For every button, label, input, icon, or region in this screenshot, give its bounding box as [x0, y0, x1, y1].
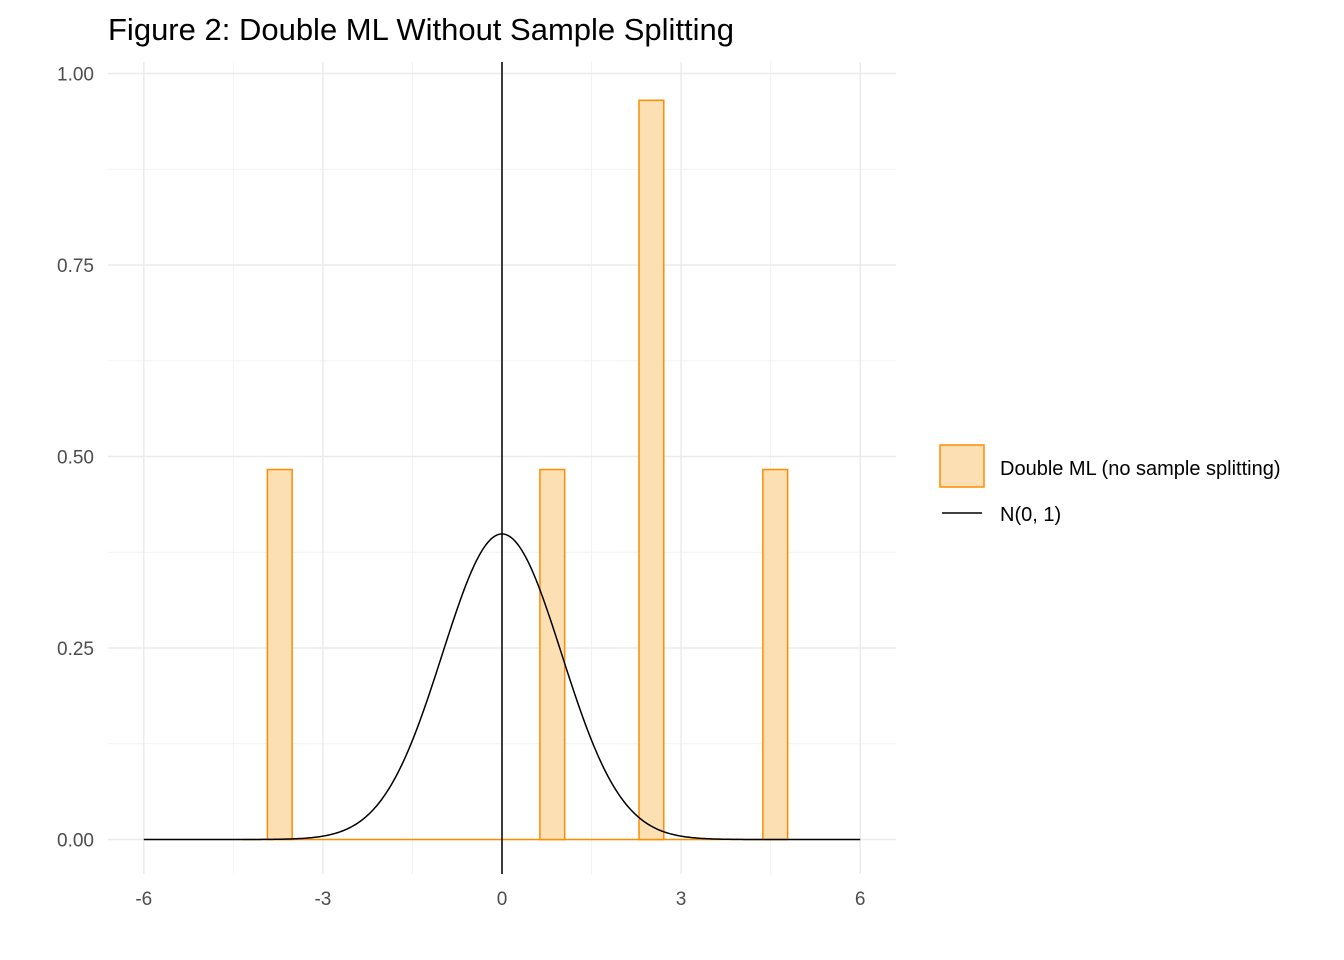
x-tick-label: 6	[855, 889, 866, 910]
x-axis-ticks: -6 -3 0 3 6	[135, 889, 865, 910]
histogram-bar	[762, 468, 789, 841]
y-tick-label: 0.50	[57, 448, 94, 469]
y-axis-ticks: 0.00 0.25 0.50 0.75 1.00	[57, 64, 94, 851]
legend-curve-label: N(0, 1)	[1000, 504, 1061, 526]
y-tick-label: 0.00	[57, 831, 94, 852]
x-tick-label: 3	[676, 889, 687, 910]
legend-histogram-key	[939, 444, 985, 488]
y-tick-label: 0.25	[57, 639, 94, 660]
y-tick-label: 1.00	[57, 64, 94, 85]
chart-title: Figure 2: Double ML Without Sample Split…	[108, 12, 734, 47]
x-tick-label: -6	[135, 889, 152, 910]
histogram-bar	[638, 99, 665, 841]
x-tick-label: -3	[314, 889, 331, 910]
histogram-bar	[266, 468, 293, 841]
histogram-bar	[539, 468, 566, 841]
legend: Double ML (no sample splitting) N(0, 1)	[939, 444, 1281, 526]
legend-histogram-label: Double ML (no sample splitting)	[1000, 458, 1281, 480]
histogram-bars	[242, 99, 789, 841]
y-tick-label: 0.75	[57, 256, 94, 277]
x-tick-label: 0	[497, 889, 508, 910]
